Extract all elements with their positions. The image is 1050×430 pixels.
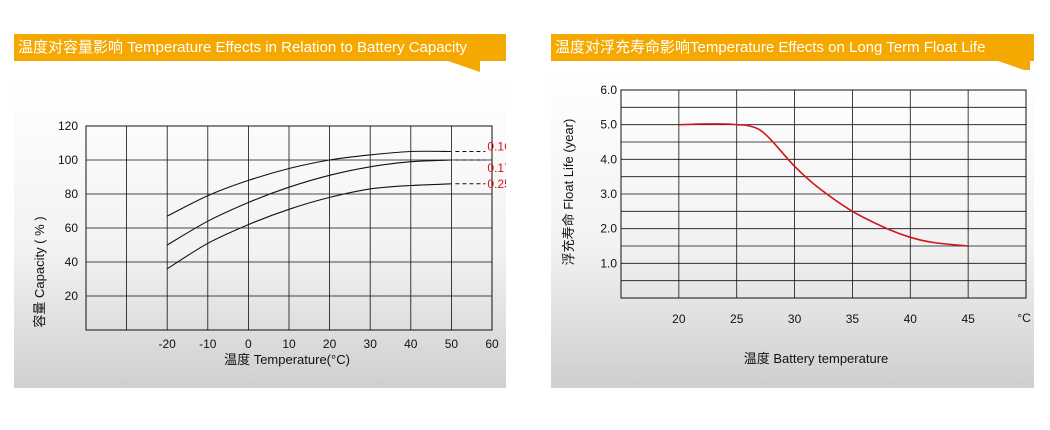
- left-y-tick-label: 40: [65, 255, 79, 269]
- right-x-tick-label: 35: [846, 312, 860, 326]
- right-y-tick-label: 2.0: [600, 222, 617, 236]
- right-y-tick-label: 1.0: [600, 256, 617, 270]
- left-x-tick-label: -20: [159, 337, 177, 351]
- right-banner-tail: [998, 61, 1030, 72]
- left-series-label: 0.1CA: [487, 140, 506, 154]
- left-chart: 120 100 80 60 40 20 -20 -10 0 10 20 30 40 50 60 0.1CA 0…: [32, 119, 506, 367]
- left-banner-tail: [448, 61, 480, 72]
- left-banner-title: 温度对容量影响 Temperature Effects in Relation …: [18, 39, 468, 56]
- right-y-tick-label: 3.0: [600, 187, 617, 201]
- left-x-tick-label: 60: [485, 337, 499, 351]
- left-x-axis-title: 温度 Temperature(°C): [224, 352, 350, 367]
- right-x-tick-label: 45: [961, 312, 975, 326]
- left-x-tick-label: 40: [404, 337, 418, 351]
- left-series-label: 0.17CA: [487, 161, 506, 175]
- left-chart-banner: 温度对容量影响 Temperature Effects in Relation …: [14, 34, 506, 61]
- right-banner-title: 温度对浮充寿命影响Temperature Effects on Long Ter…: [555, 39, 986, 56]
- left-x-tick-label: 0: [245, 337, 252, 351]
- left-x-tick-label: 30: [364, 337, 378, 351]
- left-x-tick-label: -10: [199, 337, 217, 351]
- right-y-tick-label: 5.0: [600, 118, 617, 132]
- left-y-tick-label: 120: [58, 119, 78, 133]
- left-x-tick-label: 50: [445, 337, 459, 351]
- right-chart: 6.0 5.0 4.0 3.0 2.0 1.0 20 25 30 35 40 45 °C 温度 Batt…: [561, 83, 1031, 366]
- left-y-axis-title: 容量 Capacity ( % ): [32, 216, 47, 327]
- left-series-line: [166, 159, 452, 246]
- right-y-tick-label: 6.0: [600, 83, 617, 97]
- left-y-tick-label: 60: [65, 221, 79, 235]
- right-x-tick-label: 25: [730, 312, 744, 326]
- left-series-line: [166, 183, 452, 270]
- right-y-tick-label: 4.0: [600, 152, 617, 166]
- left-chart-panel: [14, 82, 506, 388]
- right-x-tick-label: 40: [904, 312, 918, 326]
- left-x-tick-label: 20: [323, 337, 337, 351]
- right-x-axis-title: 温度 Battery temperature: [744, 351, 889, 366]
- left-series-line: [166, 150, 452, 217]
- left-series-label: 0.25CA: [487, 177, 506, 191]
- left-y-tick-label: 20: [65, 289, 79, 303]
- left-y-tick-label: 80: [65, 187, 79, 201]
- left-y-tick-label: 100: [58, 153, 78, 167]
- left-x-tick-label: 10: [282, 337, 296, 351]
- right-y-axis-title: 浮充寿命 Float Life (year): [561, 119, 576, 266]
- right-x-tick-label: 20: [672, 312, 686, 326]
- right-series-line: [678, 123, 969, 247]
- right-x-unit-label: °C: [1017, 311, 1031, 325]
- right-chart-banner: 温度对浮充寿命影响Temperature Effects on Long Ter…: [551, 34, 1034, 61]
- right-x-tick-label: 30: [788, 312, 802, 326]
